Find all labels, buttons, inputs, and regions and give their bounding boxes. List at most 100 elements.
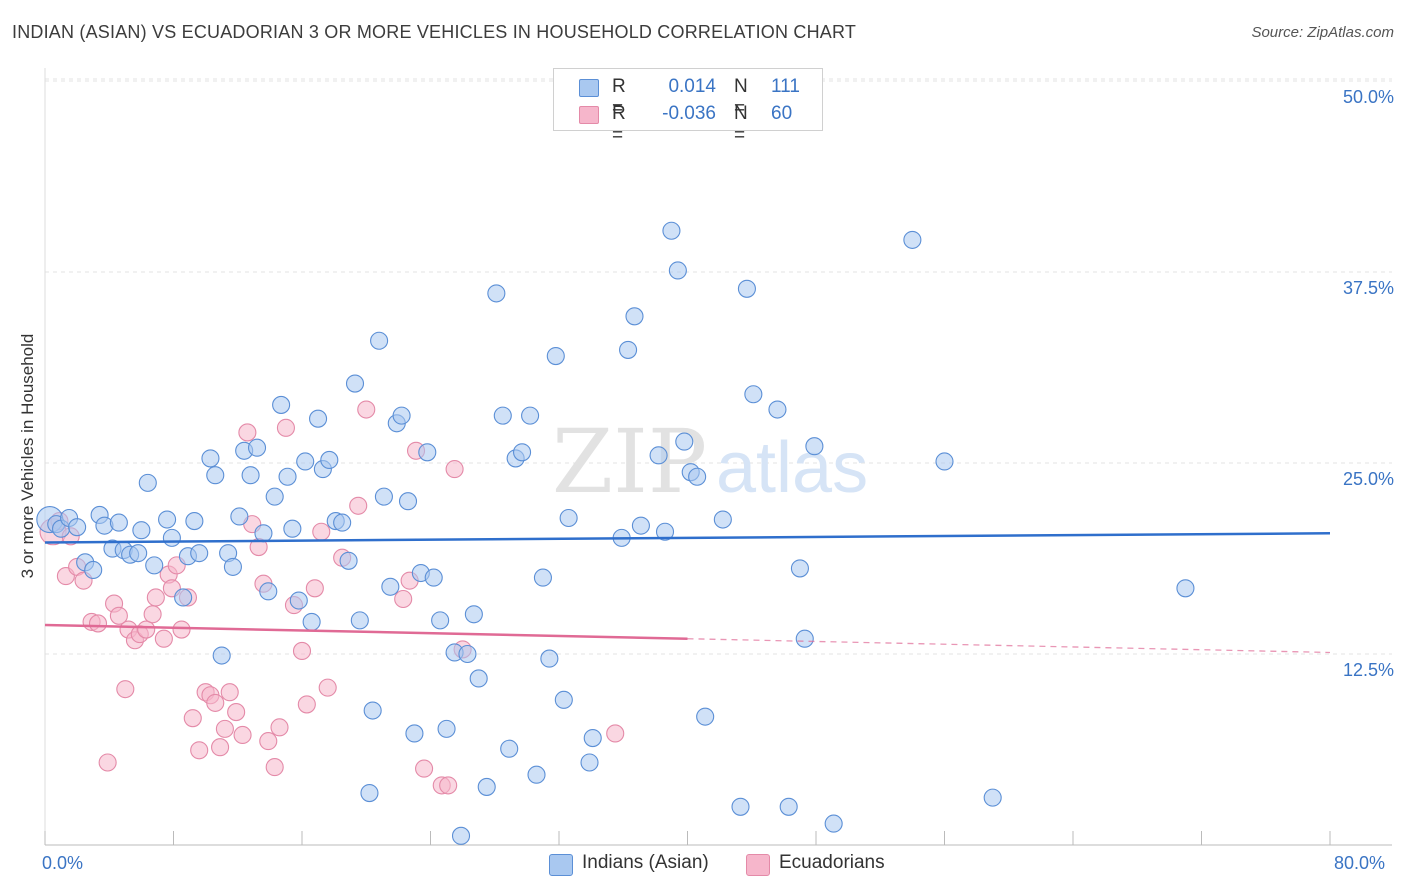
indians-point	[278, 467, 297, 486]
indians-point	[350, 611, 369, 630]
indians-point	[201, 449, 220, 468]
indians-point	[487, 284, 506, 303]
x-axis	[44, 68, 1392, 846]
indians-point	[158, 510, 177, 529]
indians-point	[668, 261, 687, 280]
indians-point	[451, 826, 471, 845]
ecuadorians-point	[109, 606, 128, 625]
indians-point	[190, 544, 209, 563]
indians-point	[513, 443, 532, 462]
indians-point	[418, 443, 437, 462]
indians-point	[521, 406, 540, 425]
indians-point	[824, 814, 843, 833]
legend-label-ecuadorians: Ecuadorians	[779, 852, 885, 873]
ecuadorians-point	[137, 620, 156, 639]
indians-points	[36, 221, 1195, 845]
legend-swatch-blue	[579, 79, 599, 97]
indians-point	[583, 728, 602, 748]
ecuadorians-point	[265, 758, 284, 777]
ecuadorians-point	[349, 496, 368, 515]
r-value: 0.014	[668, 76, 716, 97]
ecuadorians-point	[88, 614, 108, 633]
indians-point	[363, 701, 382, 720]
ecuadorians-point	[206, 693, 225, 712]
ecuadorians-point	[233, 725, 252, 745]
indians-point	[145, 556, 164, 575]
indians-point	[283, 519, 302, 538]
legend-swatch-blue	[549, 854, 573, 876]
indians-point	[206, 466, 225, 485]
ecuadorians-point	[172, 620, 191, 639]
ecuadorians-point	[146, 588, 165, 607]
x-tick-label-max: 80.0%	[1334, 853, 1386, 873]
indians-point	[527, 765, 546, 784]
watermark-zip: ZIP	[552, 410, 707, 513]
indians-point	[381, 577, 400, 596]
ecuadorians-trend-extension	[687, 638, 1331, 654]
indians-point	[713, 510, 732, 529]
indians-point	[68, 518, 87, 537]
indians-point	[464, 605, 483, 624]
indians-point	[370, 331, 389, 350]
indians-point	[744, 385, 763, 404]
ecuadorians-point	[292, 641, 312, 660]
indians-point	[431, 611, 450, 630]
indians-point	[554, 690, 573, 709]
indians-point	[500, 739, 519, 758]
n-label: N =	[734, 76, 748, 119]
indians-point	[360, 783, 379, 803]
ecuadorians-point	[297, 695, 316, 714]
indians-point	[254, 524, 273, 543]
ecuadorians-point	[270, 718, 289, 737]
indians-point	[655, 522, 675, 541]
indians-point	[540, 649, 559, 668]
stats-legend: R = 0.014 N = 111 R = -0.036 N = 60	[553, 68, 823, 146]
indians-point	[84, 560, 103, 580]
indians-point	[768, 400, 787, 419]
indians-point	[162, 528, 181, 547]
indians-point	[688, 467, 707, 486]
indians-point	[212, 646, 231, 665]
n-label: N =	[734, 103, 748, 146]
indians-point	[737, 279, 756, 298]
indians-point	[320, 450, 339, 469]
ecuadorians-point	[215, 719, 234, 738]
ecuadorians-point	[276, 418, 295, 437]
ecuadorians-point	[220, 683, 239, 702]
indians-point	[109, 513, 128, 532]
y-tick-label-37-5: 37.5%	[1342, 278, 1394, 298]
indians-point	[259, 582, 278, 601]
indians-point	[559, 508, 578, 528]
ecuadorians-point	[183, 709, 202, 728]
ecuadorians-point	[116, 680, 135, 699]
indians-point	[247, 438, 267, 457]
legend-label-indians: Indians (Asian)	[582, 852, 709, 873]
indians-point	[289, 591, 308, 610]
r-label: R =	[612, 76, 626, 119]
indians-point	[437, 719, 456, 738]
x-tick-label-min: 0.0%	[42, 853, 84, 873]
indians-point	[132, 521, 151, 540]
indians-point	[398, 492, 418, 511]
ecuadorians-trend-line	[44, 623, 688, 640]
indians-point	[983, 788, 1002, 807]
indians-point	[696, 707, 715, 726]
indians-point	[339, 551, 358, 570]
indians-point	[241, 466, 260, 485]
watermark-atlas: atlas	[716, 428, 868, 508]
legend-swatch-pink	[579, 106, 599, 124]
indians-point	[174, 588, 193, 607]
n-value: 60	[771, 103, 793, 124]
ecuadorians-point	[606, 724, 625, 743]
indians-point	[675, 432, 694, 451]
ecuadorians-point	[318, 678, 337, 697]
indians-point	[129, 544, 148, 563]
indians-point	[533, 568, 552, 587]
ecuadorians-point	[211, 738, 230, 757]
ecuadorians-point	[439, 776, 458, 795]
indians-point	[302, 612, 321, 631]
indians-point	[469, 669, 488, 688]
r-value: -0.036	[662, 103, 716, 124]
ecuadorians-point	[227, 703, 246, 722]
